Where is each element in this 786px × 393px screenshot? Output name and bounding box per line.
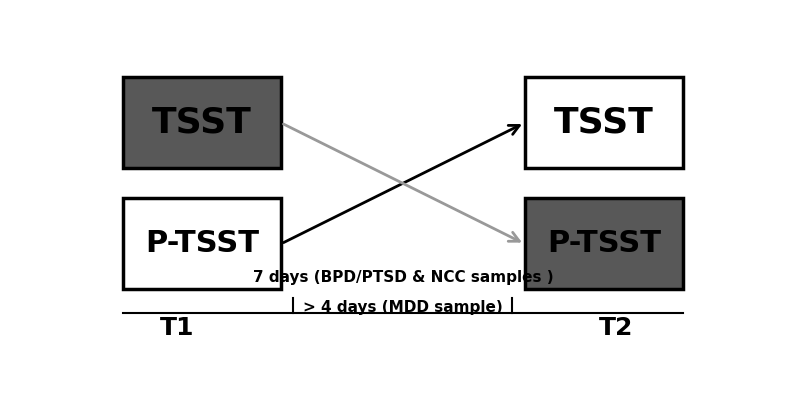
FancyBboxPatch shape	[525, 198, 683, 289]
Text: P-TSST: P-TSST	[145, 230, 259, 258]
Text: T1: T1	[160, 316, 195, 340]
Text: > 4 days (MDD sample): > 4 days (MDD sample)	[303, 300, 503, 315]
Text: TSST: TSST	[554, 106, 654, 140]
Text: P-TSST: P-TSST	[547, 230, 661, 258]
Text: 7 days (BPD/PTSD & NCC samples ): 7 days (BPD/PTSD & NCC samples )	[252, 270, 553, 285]
FancyBboxPatch shape	[525, 77, 683, 168]
FancyBboxPatch shape	[123, 77, 281, 168]
FancyBboxPatch shape	[123, 198, 281, 289]
Text: TSST: TSST	[152, 106, 252, 140]
Text: T2: T2	[599, 316, 634, 340]
